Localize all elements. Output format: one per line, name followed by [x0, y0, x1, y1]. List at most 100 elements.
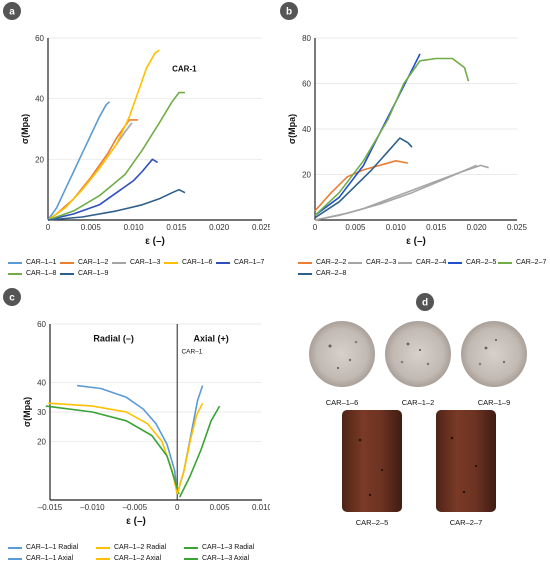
- legend-item: CAR–1–8: [8, 269, 56, 279]
- legend-label: CAR–2–8: [316, 270, 347, 277]
- legend-swatch: [498, 262, 512, 264]
- y-tick-label: 40: [37, 379, 46, 388]
- photo-label-car-2-7: CAR–2–7: [449, 518, 483, 527]
- photo-label-car-1-6: CAR–1–6: [325, 398, 359, 407]
- legend-label: CAR–1–6: [182, 259, 213, 266]
- chart-annotation: CAR–1: [181, 348, 202, 355]
- chart-annotation: CAR-1: [172, 64, 197, 73]
- x-tick-label: 0.005: [81, 223, 102, 232]
- series-line-car-2-3: [314, 164, 489, 221]
- region-label-axial: Axial (+): [193, 334, 228, 344]
- legend-swatch: [348, 262, 362, 264]
- series-line-car-1-2: [47, 119, 138, 221]
- series-line-c-radial-3-5: [178, 405, 221, 498]
- y-tick-label: 20: [35, 155, 44, 164]
- x-tick-label: 0.015: [166, 223, 187, 232]
- series-line-car-1-1: [47, 101, 111, 221]
- y-tick-label: 20: [37, 437, 46, 446]
- series-line-car-1-8: [47, 91, 185, 221]
- legend-swatch: [96, 547, 110, 549]
- chart-a: 0 0.005 0.010 0.015 0.020 0.025 20 40 60 ε (–) σ(M…: [20, 34, 270, 247]
- x-tick-label: 0.010: [124, 223, 145, 232]
- x-tick-label: 0: [313, 223, 318, 232]
- legend-label: CAR–1–2: [78, 259, 109, 266]
- specimen-core-car-2-7: [436, 410, 496, 512]
- series-line-c-radial-3-2: [45, 405, 180, 495]
- y-tick-label: 40: [35, 95, 44, 104]
- series-line-car-1-6: [47, 49, 160, 221]
- legend-swatch: [164, 262, 178, 264]
- legend-swatch: [298, 273, 312, 275]
- legend-swatch: [184, 547, 198, 549]
- chart-c: –0.015 –0.010 –0.005 0 0.005 0.010 20 30 40 60 ε (…: [22, 320, 270, 527]
- photo-label-car-2-5: CAR–2–5: [355, 518, 389, 527]
- series-line-c-radial-1-0: [77, 384, 178, 495]
- legend-item: CAR–2–5: [448, 258, 496, 268]
- specimen-disc-car-1-9: [461, 321, 527, 387]
- legend-swatch: [8, 273, 22, 275]
- series-line-car-2-7: [314, 57, 470, 216]
- legend-label: CAR–1–8: [26, 270, 57, 277]
- legend-item: CAR–2–3: [348, 258, 396, 268]
- x-axis-label: ε (–): [126, 516, 146, 527]
- legend-swatch: [60, 273, 74, 275]
- legend-swatch: [8, 262, 22, 264]
- legend-swatch: [184, 558, 198, 560]
- x-tick-label: –0.010: [80, 503, 105, 512]
- legend-label: CAR–1–2 Radial: [114, 544, 167, 551]
- legend-item: CAR–2–7: [498, 258, 546, 268]
- x-tick-label: 0.010: [386, 223, 407, 232]
- x-tick-label: –0.015: [38, 503, 63, 512]
- panel-letter-a: a: [3, 2, 21, 20]
- x-tick-label: 0.020: [209, 223, 230, 232]
- legend-a: CAR–1–1 CAR–1–2 CAR–1–3 CAR–1–6 CAR–1–7 CAR–1…: [0, 258, 280, 280]
- panel-letter-d: d: [416, 293, 434, 311]
- series-line-car-2-4: [314, 164, 477, 221]
- x-tick-label: 0.025: [507, 223, 528, 232]
- x-tick-label: 0.010: [252, 503, 270, 512]
- legend-swatch: [398, 262, 412, 264]
- legend-label: CAR–1–3 Radial: [202, 544, 255, 551]
- legend-item: CAR–1–2 Axial: [96, 554, 161, 564]
- legend-label: CAR–1–1: [26, 259, 57, 266]
- legend-swatch: [8, 547, 22, 549]
- legend-item: CAR–1–3 Radial: [184, 543, 254, 553]
- y-axis-label: σ(Mpa): [20, 114, 30, 144]
- svg-text:b: b: [286, 7, 292, 18]
- legend-swatch: [60, 262, 74, 264]
- y-axis-label: σ(Mpa): [22, 397, 32, 427]
- legend-item: CAR–2–4: [398, 258, 446, 268]
- svg-text:a: a: [9, 7, 15, 18]
- legend-swatch: [8, 558, 22, 560]
- region-label-radial: Radial (–): [93, 334, 134, 344]
- panel-letter-c: c: [3, 288, 21, 306]
- legend-label: CAR–2–7: [516, 259, 547, 266]
- legend-item: CAR–1–3: [112, 258, 160, 268]
- y-tick-label: 80: [302, 34, 311, 43]
- legend-label: CAR–1–3 Axial: [202, 555, 250, 562]
- legend-b: CAR–2–2 CAR–2–3 CAR–2–4 CAR–2–5 CAR–2–7 CAR–2…: [290, 258, 550, 280]
- legend-swatch: [216, 262, 230, 264]
- photo-label-car-1-2: CAR–1–2: [401, 398, 435, 407]
- y-tick-label: 20: [302, 171, 311, 180]
- x-tick-label: 0: [46, 223, 51, 232]
- series-line-car-2-2: [314, 160, 409, 212]
- y-tick-label: 60: [35, 34, 44, 43]
- x-tick-label: 0.005: [345, 223, 366, 232]
- y-tick-label: 60: [37, 320, 46, 329]
- legend-item: CAR–1–1 Radial: [8, 543, 78, 553]
- x-tick-label: 0: [175, 503, 180, 512]
- y-axis-label: σ(Mpa): [287, 114, 297, 144]
- legend-label: CAR–1–2 Axial: [114, 555, 162, 562]
- series-line-car-1-7: [47, 158, 159, 221]
- svg-text:c: c: [9, 293, 15, 304]
- x-tick-label: 0.015: [426, 223, 447, 232]
- svg-text:d: d: [422, 298, 428, 309]
- legend-label: CAR–1–1 Axial: [26, 555, 74, 562]
- specimen-disc-car-1-6: [309, 321, 375, 387]
- x-tick-label: 0.025: [252, 223, 270, 232]
- y-tick-label: 30: [37, 408, 46, 417]
- x-axis-label: ε (–): [145, 236, 165, 247]
- legend-swatch: [96, 558, 110, 560]
